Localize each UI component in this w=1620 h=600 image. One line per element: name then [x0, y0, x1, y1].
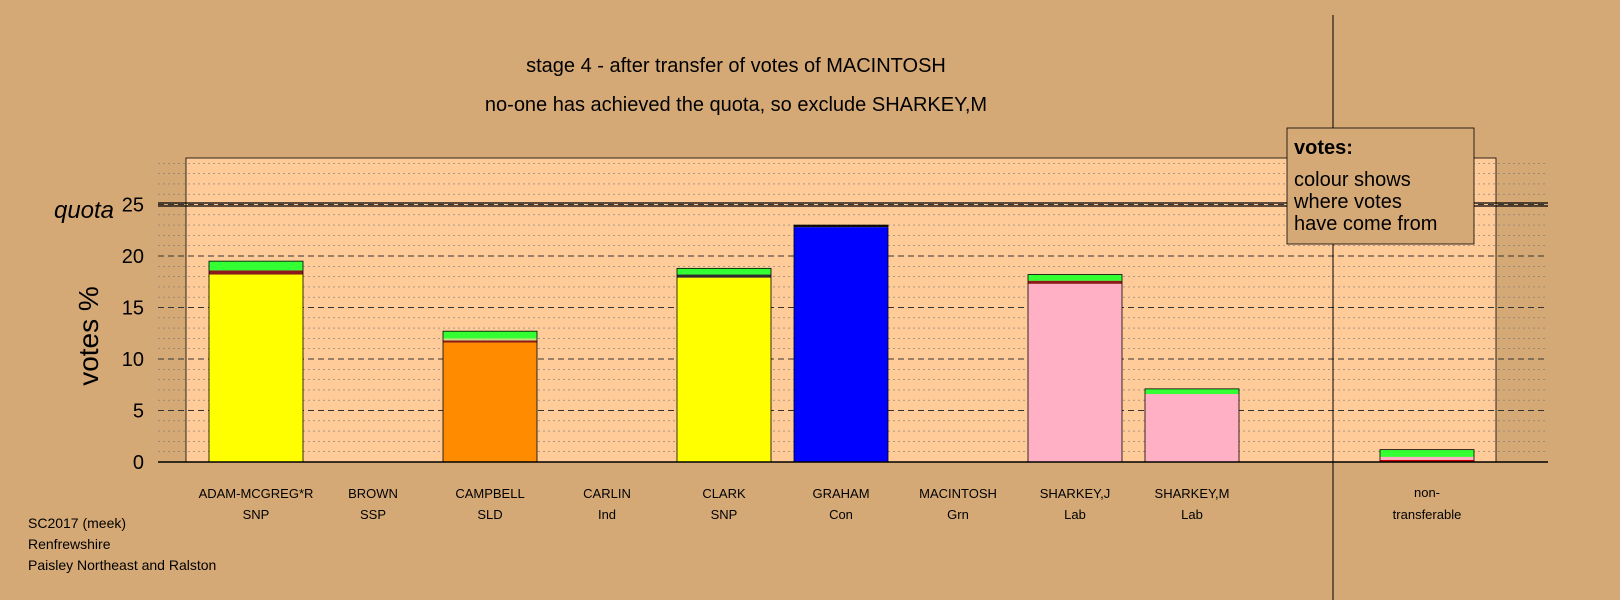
bar-segment — [443, 340, 537, 343]
bar-segment — [1380, 449, 1474, 457]
bar-segment — [1380, 456, 1474, 460]
candidate-name-label: CLARK — [702, 486, 746, 501]
candidate-name-label: GRAHAM — [812, 486, 869, 501]
bar-segment — [443, 342, 537, 462]
candidate-name-label: MACINTOSH — [919, 486, 997, 501]
candidate-party-label: Lab — [1064, 507, 1086, 522]
chart-subtitle: no-one has achieved the quota, so exclud… — [485, 94, 987, 116]
bar-segment — [443, 338, 537, 341]
bar-segment — [677, 277, 771, 462]
candidate-name-label: CAMPBELL — [455, 486, 524, 501]
bar-segment — [209, 274, 303, 462]
legend-text: where votes — [1293, 191, 1402, 213]
candidate-name-label: ADAM-MCGREG*R — [199, 486, 314, 501]
y-tick-label: 25 — [122, 195, 144, 217]
bar-segment — [677, 274, 771, 278]
candidate-party-label: Grn — [947, 507, 969, 522]
legend-text: colour shows — [1294, 169, 1411, 191]
bar-segment — [1380, 459, 1474, 462]
bar-segment — [1028, 280, 1122, 284]
chart-title: stage 4 - after transfer of votes of MAC… — [526, 55, 946, 77]
bar-segment — [209, 270, 303, 275]
bar-segment — [1145, 394, 1239, 462]
nontransferable-label: transferable — [1393, 507, 1462, 522]
y-tick-label: 20 — [122, 246, 144, 268]
candidate-party-label: SNP — [243, 507, 270, 522]
candidate-name-label: CARLIN — [583, 486, 631, 501]
footer-election: SC2017 (meek) — [28, 515, 127, 531]
y-tick-label: 10 — [122, 349, 144, 371]
bar-segment — [209, 261, 303, 271]
y-axis-label: votes % — [73, 286, 104, 386]
footer-ward: Paisley Northeast and Ralston — [28, 557, 217, 573]
candidate-party-label: SNP — [711, 507, 738, 522]
y-tick-label: 15 — [122, 298, 144, 320]
candidate-name-label: SHARKEY,M — [1155, 486, 1230, 501]
bar-segment — [794, 225, 888, 228]
bar-segment — [677, 268, 771, 275]
bar-segment — [1028, 283, 1122, 462]
bar-segment — [1145, 388, 1239, 395]
bar-segment — [443, 331, 537, 339]
legend-box — [1286, 127, 1475, 245]
candidate-party-label: Ind — [598, 507, 616, 522]
candidate-party-label: Con — [829, 507, 853, 522]
legend-title: votes: — [1294, 137, 1353, 159]
y-tick-label: 0 — [133, 452, 144, 474]
candidate-name-label: BROWN — [348, 486, 398, 501]
footer-council: Renfrewshire — [28, 536, 111, 552]
candidate-party-label: Lab — [1181, 507, 1203, 522]
candidate-name-label: SHARKEY,J — [1040, 486, 1111, 501]
candidate-party-label: SLD — [477, 507, 502, 522]
y-tick-label: 5 — [133, 401, 144, 423]
bar-segment — [794, 227, 888, 462]
legend-text: have come from — [1294, 213, 1437, 235]
nontransferable-label: non- — [1414, 485, 1440, 500]
quota-label: quota — [54, 197, 114, 224]
candidate-party-label: SSP — [360, 507, 386, 522]
bar-segment — [1028, 274, 1122, 281]
